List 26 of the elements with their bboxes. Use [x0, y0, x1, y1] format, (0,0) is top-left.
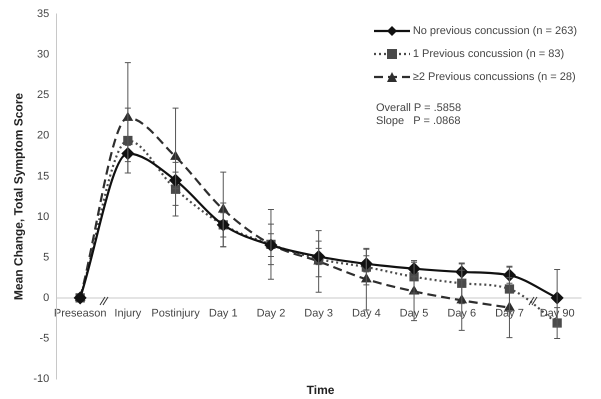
- y-tick-label: 10: [37, 210, 50, 223]
- x-tick-label: Preseason: [54, 308, 106, 320]
- legend-label: ≥2 Previous concussions (n = 28): [412, 70, 576, 82]
- legend-label: No previous concussion (n = 263): [412, 24, 577, 36]
- x-tick-label: Day 1: [208, 308, 238, 320]
- y-tick-label: 30: [37, 48, 50, 61]
- y-axis-title: Mean Change, Total Symptom Score: [12, 92, 26, 300]
- y-tick-label: 15: [37, 170, 50, 182]
- point: [457, 278, 466, 288]
- y-tick-label: 25: [37, 89, 50, 102]
- y-tick-label: 0: [43, 292, 50, 304]
- y-tick-label: 35: [37, 8, 50, 20]
- point: [123, 136, 132, 146]
- x-tick-label: Injury: [114, 308, 142, 320]
- y-tick-label: 20: [37, 130, 50, 142]
- x-axis-title: Time: [306, 383, 334, 397]
- legend-label: 1 Previous concussion (n = 83): [412, 48, 564, 60]
- annotation: Slope P = .0868: [376, 115, 461, 127]
- x-tick-label: Day 4: [352, 308, 381, 320]
- annotation: Overall P = .5858: [376, 102, 462, 114]
- x-tick-label: Day 3: [304, 308, 334, 320]
- x-tick-label: Postinjury: [151, 308, 200, 320]
- x-tick-label: Day 2: [256, 308, 286, 320]
- y-tick-label: 5: [43, 251, 50, 264]
- y-tick-label: -10: [33, 373, 50, 386]
- y-tick-label: -5: [40, 332, 50, 344]
